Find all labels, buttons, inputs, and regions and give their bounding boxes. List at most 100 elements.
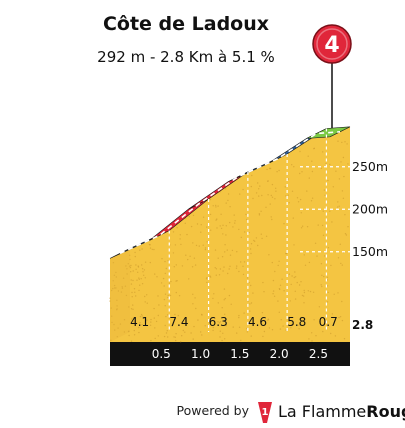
- texture-dot: [122, 277, 125, 279]
- texture-dot: [209, 213, 212, 216]
- texture-dot: [225, 325, 227, 327]
- texture-dot: [181, 335, 183, 337]
- texture-dot: [296, 197, 299, 199]
- texture-dot: [132, 317, 135, 319]
- texture-dot: [255, 237, 258, 239]
- texture-dot: [220, 227, 223, 230]
- texture-dot: [138, 277, 140, 279]
- texture-dot: [137, 266, 140, 268]
- texture-dot: [215, 274, 217, 276]
- texture-dot: [272, 290, 275, 292]
- texture-dot: [331, 221, 333, 223]
- texture-dot: [223, 266, 225, 268]
- texture-dot: [130, 264, 132, 267]
- texture-dot: [321, 274, 323, 276]
- texture-dot: [294, 271, 296, 273]
- texture-dot: [291, 190, 294, 192]
- texture-dot: [128, 265, 131, 267]
- texture-dot: [343, 338, 346, 340]
- texture-dot: [113, 284, 116, 287]
- texture-dot: [259, 185, 261, 187]
- texture-dot: [292, 217, 294, 219]
- texture-dot: [253, 239, 255, 242]
- texture-dot: [257, 182, 259, 184]
- texture-dot: [224, 251, 226, 253]
- texture-dot: [250, 302, 253, 304]
- texture-dot: [300, 281, 302, 283]
- texture-dot: [299, 150, 301, 153]
- texture-dot: [227, 193, 230, 195]
- texture-dot: [139, 249, 141, 251]
- texture-dot: [215, 219, 217, 221]
- texture-dot: [128, 254, 131, 256]
- segment-dividers: [168, 128, 328, 332]
- texture-dot: [291, 275, 293, 277]
- texture-dot: [112, 262, 115, 264]
- texture-dot: [326, 279, 329, 281]
- texture-dot: [341, 190, 344, 192]
- texture-dot: [255, 192, 258, 194]
- texture-dot: [192, 293, 194, 295]
- texture-dot: [213, 293, 215, 295]
- texture-dot: [278, 260, 280, 262]
- texture-dot: [222, 332, 224, 334]
- texture-dot: [136, 279, 138, 281]
- texture-dot: [250, 252, 252, 255]
- profile-labels: 4.1 7.4 6.3 4.6 5.8 0.7 0.5 1.0 1.5 2.0 2.5 2.8: [130, 315, 373, 361]
- texture-dot: [311, 340, 313, 342]
- texture-dot: [131, 291, 133, 294]
- texture-dot: [277, 264, 279, 267]
- texture-dot: [212, 205, 214, 207]
- texture-dot: [206, 226, 208, 228]
- texture-dot: [321, 224, 324, 227]
- texture-dot: [225, 188, 227, 190]
- texture-dot: [317, 224, 319, 226]
- texture-dot: [114, 329, 116, 331]
- texture-dot: [192, 242, 194, 244]
- texture-dot: [273, 295, 276, 297]
- texture-dot: [117, 290, 120, 292]
- texture-dot: [187, 258, 189, 261]
- texture-dot: [111, 315, 113, 317]
- texture-dot: [338, 316, 340, 319]
- texture-dot: [322, 151, 324, 153]
- texture-dot: [344, 233, 347, 235]
- texture-dot: [291, 164, 293, 166]
- texture-dot: [297, 201, 300, 203]
- texture-dot: [121, 286, 123, 288]
- texture-dot: [299, 172, 301, 175]
- climb-summary: 292 m - 2.8 Km à 5.1 %: [97, 48, 275, 66]
- texture-dot: [200, 231, 202, 233]
- profile-texture: [109, 140, 349, 343]
- texture-dot: [188, 215, 190, 218]
- texture-dot: [129, 258, 131, 261]
- texture-dot: [164, 260, 166, 263]
- texture-dot: [293, 276, 295, 279]
- texture-dot: [173, 336, 175, 338]
- texture-dot: [141, 283, 144, 285]
- texture-dot: [346, 143, 348, 145]
- texture-dot: [185, 254, 187, 256]
- texture-dot: [331, 313, 334, 315]
- texture-dot: [139, 315, 142, 318]
- texture-dot: [223, 288, 226, 290]
- texture-dot: [246, 218, 248, 221]
- texture-dot: [173, 266, 175, 268]
- texture-dot: [282, 325, 284, 327]
- texture-dot: [130, 308, 133, 310]
- texture-dot: [157, 335, 159, 337]
- texture-dot: [210, 229, 212, 231]
- texture-dot: [221, 256, 224, 258]
- altitude-label: 200m: [352, 201, 388, 216]
- brand-prefix: La Flamme: [278, 402, 366, 421]
- texture-dot: [209, 275, 211, 277]
- texture-dot: [204, 325, 206, 327]
- texture-dot: [341, 264, 343, 266]
- texture-dot: [269, 167, 272, 170]
- texture-dot: [157, 295, 159, 297]
- texture-dot: [228, 268, 230, 270]
- texture-dot: [242, 188, 244, 191]
- texture-dot: [306, 190, 308, 192]
- texture-dot: [219, 225, 221, 227]
